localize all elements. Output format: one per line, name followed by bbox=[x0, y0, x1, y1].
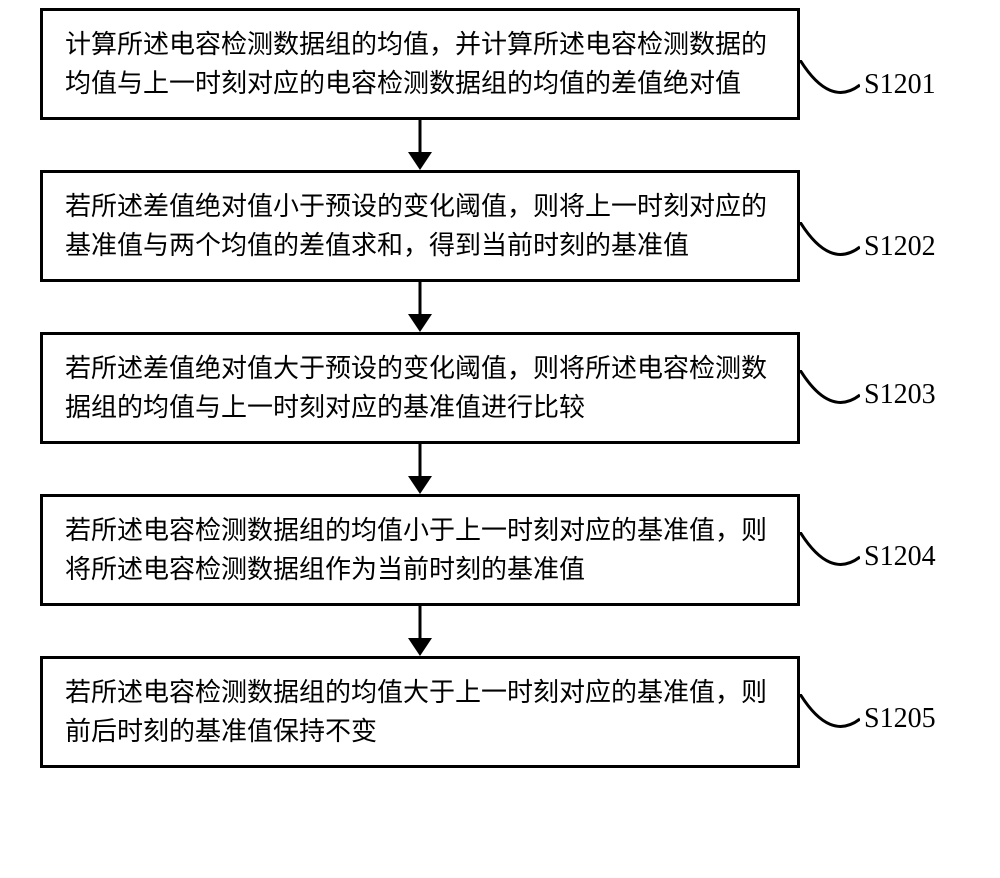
arrow-head-icon bbox=[408, 476, 432, 494]
step-text: 若所述电容检测数据组的均值大于上一时刻对应的基准值，则前后时刻的基准值保持不变 bbox=[65, 673, 775, 751]
flow-arrow bbox=[40, 606, 800, 656]
flowchart-step: 若所述差值绝对值大于预设的变化阈值，则将所述电容检测数据组的均值与上一时刻对应的… bbox=[40, 332, 960, 444]
step-text: 若所述差值绝对值大于预设的变化阈值，则将所述电容检测数据组的均值与上一时刻对应的… bbox=[65, 349, 775, 427]
step-box-s1202: 若所述差值绝对值小于预设的变化阈值，则将上一时刻对应的基准值与两个均值的差值求和… bbox=[40, 170, 800, 282]
step-label: S1201 bbox=[864, 69, 936, 101]
connector-curve bbox=[800, 694, 860, 744]
step-label-group: S1203 bbox=[800, 370, 936, 420]
step-label: S1204 bbox=[864, 541, 936, 573]
connector-curve bbox=[800, 532, 860, 582]
step-label-group: S1205 bbox=[800, 694, 936, 744]
arrow-line bbox=[419, 444, 422, 476]
step-box-s1201: 计算所述电容检测数据组的均值，并计算所述电容检测数据的均值与上一时刻对应的电容检… bbox=[40, 8, 800, 120]
arrow-line bbox=[419, 120, 422, 152]
flowchart-step: 计算所述电容检测数据组的均值，并计算所述电容检测数据的均值与上一时刻对应的电容检… bbox=[40, 8, 960, 120]
step-text: 若所述差值绝对值小于预设的变化阈值，则将上一时刻对应的基准值与两个均值的差值求和… bbox=[65, 187, 775, 265]
flow-arrow bbox=[40, 282, 800, 332]
flowchart-container: 计算所述电容检测数据组的均值，并计算所述电容检测数据的均值与上一时刻对应的电容检… bbox=[40, 8, 960, 768]
step-label: S1202 bbox=[864, 231, 936, 263]
step-label: S1205 bbox=[864, 703, 936, 735]
step-box-s1205: 若所述电容检测数据组的均值大于上一时刻对应的基准值，则前后时刻的基准值保持不变 bbox=[40, 656, 800, 768]
step-text: 若所述电容检测数据组的均值小于上一时刻对应的基准值，则将所述电容检测数据组作为当… bbox=[65, 511, 775, 589]
step-label: S1203 bbox=[864, 379, 936, 411]
flowchart-step: 若所述电容检测数据组的均值大于上一时刻对应的基准值，则前后时刻的基准值保持不变 … bbox=[40, 656, 960, 768]
arrow-line bbox=[419, 606, 422, 638]
flow-arrow bbox=[40, 120, 800, 170]
connector-curve bbox=[800, 60, 860, 110]
arrow-line bbox=[419, 282, 422, 314]
step-text: 计算所述电容检测数据组的均值，并计算所述电容检测数据的均值与上一时刻对应的电容检… bbox=[65, 25, 775, 103]
arrow-head-icon bbox=[408, 152, 432, 170]
arrow-head-icon bbox=[408, 638, 432, 656]
flowchart-step: 若所述差值绝对值小于预设的变化阈值，则将上一时刻对应的基准值与两个均值的差值求和… bbox=[40, 170, 960, 282]
step-label-group: S1201 bbox=[800, 60, 936, 110]
connector-curve bbox=[800, 222, 860, 272]
step-box-s1203: 若所述差值绝对值大于预设的变化阈值，则将所述电容检测数据组的均值与上一时刻对应的… bbox=[40, 332, 800, 444]
flowchart-step: 若所述电容检测数据组的均值小于上一时刻对应的基准值，则将所述电容检测数据组作为当… bbox=[40, 494, 960, 606]
step-label-group: S1204 bbox=[800, 532, 936, 582]
connector-curve bbox=[800, 370, 860, 420]
flow-arrow bbox=[40, 444, 800, 494]
arrow-head-icon bbox=[408, 314, 432, 332]
step-label-group: S1202 bbox=[800, 222, 936, 272]
step-box-s1204: 若所述电容检测数据组的均值小于上一时刻对应的基准值，则将所述电容检测数据组作为当… bbox=[40, 494, 800, 606]
